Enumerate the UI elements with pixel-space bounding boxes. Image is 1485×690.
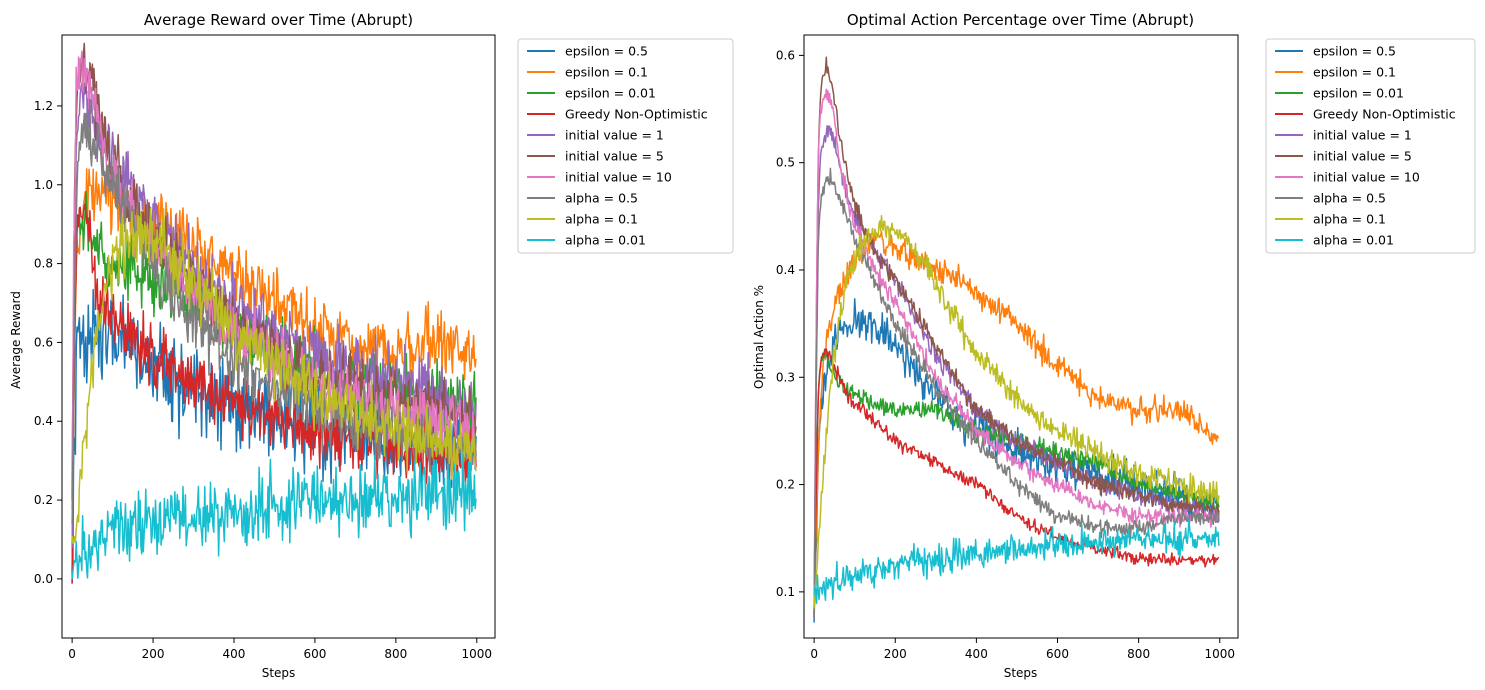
legend-item: initial value = 10 [1275, 170, 1420, 185]
x-tick-label: 0 [810, 647, 818, 661]
x-tick-label: 600 [303, 647, 326, 661]
legend-item: initial value = 1 [1275, 128, 1412, 143]
legend-label: alpha = 0.5 [565, 191, 638, 206]
series-line [71, 42, 477, 501]
y-tick-label: 0.8 [34, 257, 53, 271]
legend-item: Greedy Non-Optimistic [1275, 107, 1456, 122]
y-tick-label: 0.4 [776, 263, 795, 277]
legend-label: alpha = 0.1 [565, 212, 638, 227]
x-tick-label: 0 [68, 647, 76, 661]
x-tick-label: 800 [384, 647, 407, 661]
legend-label: alpha = 0.1 [1313, 212, 1386, 227]
x-tick-label: 400 [223, 647, 246, 661]
legend-label: alpha = 0.01 [1313, 233, 1394, 248]
series-lines [813, 56, 1220, 623]
series-line [813, 56, 1220, 616]
legend-item: epsilon = 0.5 [527, 44, 648, 59]
y-tick-label: 1.0 [34, 178, 53, 192]
legend-label: epsilon = 0.1 [1313, 65, 1396, 80]
legend: epsilon = 0.5 epsilon = 0.1 epsilon = 0.01… [1265, 38, 1476, 254]
legend-label: epsilon = 0.5 [1313, 44, 1396, 59]
legend-item: initial value = 10 [527, 170, 672, 185]
series-line [813, 167, 1220, 620]
legend-item: epsilon = 0.01 [527, 86, 656, 101]
legend-item: epsilon = 0.1 [527, 65, 648, 80]
legend-item: initial value = 5 [1275, 149, 1412, 164]
legend-label: Greedy Non-Optimistic [565, 107, 708, 122]
legend-item: initial value = 1 [527, 128, 664, 143]
legend: epsilon = 0.5 epsilon = 0.1 epsilon = 0.01… [517, 38, 734, 254]
series-line [813, 214, 1220, 609]
x-tick-label: 800 [1127, 647, 1150, 661]
x-axis-label: Steps [1004, 666, 1038, 680]
legend-label: initial value = 1 [565, 128, 664, 143]
legend-item: alpha = 0.1 [1275, 212, 1386, 227]
x-axis-label: Steps [262, 666, 296, 680]
legend-label: initial value = 5 [1313, 149, 1412, 164]
legend-label: initial value = 1 [1313, 128, 1412, 143]
legend-item: epsilon = 0.01 [1275, 86, 1404, 101]
y-tick-label: 0.5 [776, 156, 795, 170]
legend-item: epsilon = 0.5 [1275, 44, 1396, 59]
y-tick-label: 0.6 [34, 335, 53, 349]
series-line [813, 518, 1220, 605]
legend-item: alpha = 0.01 [1275, 233, 1394, 248]
chart-optimal-action: Optimal Action Percentage over Time (Abr… [752, 11, 1476, 680]
legend-label: epsilon = 0.01 [1313, 86, 1404, 101]
legend-item: epsilon = 0.1 [1275, 65, 1396, 80]
legend-label: epsilon = 0.5 [565, 44, 648, 59]
series-line [71, 207, 477, 544]
legend-label: alpha = 0.01 [565, 233, 646, 248]
legend-frame [1265, 38, 1476, 254]
legend-item: alpha = 0.1 [527, 212, 638, 227]
x-tick-label: 1000 [1204, 647, 1235, 661]
series-line [71, 203, 477, 584]
legend-label: epsilon = 0.01 [565, 86, 656, 101]
chart-average-reward: Average Reward over Time (Abrupt) Steps … [9, 11, 734, 680]
series-line [813, 88, 1220, 614]
legend-label: alpha = 0.5 [1313, 191, 1386, 206]
legend-item: alpha = 0.5 [1275, 191, 1386, 206]
plot-area: 0 200 400 600 800 1000 0.0 0.2 0.4 0.6 0.8 1.0 1.2 [34, 34, 496, 661]
y-tick-label: 0.4 [34, 414, 53, 428]
legend-label: initial value = 10 [565, 170, 672, 185]
plot-frame [61, 34, 496, 639]
legend-label: initial value = 5 [565, 149, 664, 164]
x-tick-label: 200 [884, 647, 907, 661]
y-tick-label: 0.2 [776, 478, 795, 492]
legend-label: epsilon = 0.1 [565, 65, 648, 80]
chart-title: Optimal Action Percentage over Time (Abr… [847, 11, 1194, 29]
legend-label: Greedy Non-Optimistic [1313, 107, 1456, 122]
legend-item: Greedy Non-Optimistic [527, 107, 708, 122]
x-tick-label: 1000 [462, 647, 493, 661]
x-tick-label: 600 [1046, 647, 1069, 661]
y-tick-label: 1.2 [34, 99, 53, 113]
y-axis-label: Optimal Action % [752, 285, 766, 389]
legend-frame [517, 38, 734, 254]
legend-item: alpha = 0.01 [527, 233, 646, 248]
y-tick-label: 0.0 [34, 572, 53, 586]
x-tick-label: 200 [142, 647, 165, 661]
chart-title: Average Reward over Time (Abrupt) [144, 11, 413, 29]
plot-frame [803, 34, 1239, 639]
y-axis-label: Average Reward [9, 291, 23, 389]
legend-label: initial value = 10 [1313, 170, 1420, 185]
series-line [813, 348, 1220, 619]
y-tick-label: 0.2 [34, 493, 53, 507]
series-line [813, 228, 1220, 617]
y-tick-label: 0.1 [776, 585, 795, 599]
legend-item: alpha = 0.5 [527, 191, 638, 206]
plot-area: 0 200 400 600 800 1000 0.1 0.2 0.3 0.4 0.5 0.6 [776, 34, 1239, 661]
x-tick-label: 400 [965, 647, 988, 661]
legend-item: initial value = 5 [527, 149, 664, 164]
y-tick-label: 0.6 [776, 48, 795, 62]
y-tick-label: 0.3 [776, 370, 795, 384]
series-line [71, 453, 477, 580]
series-lines [71, 42, 477, 584]
